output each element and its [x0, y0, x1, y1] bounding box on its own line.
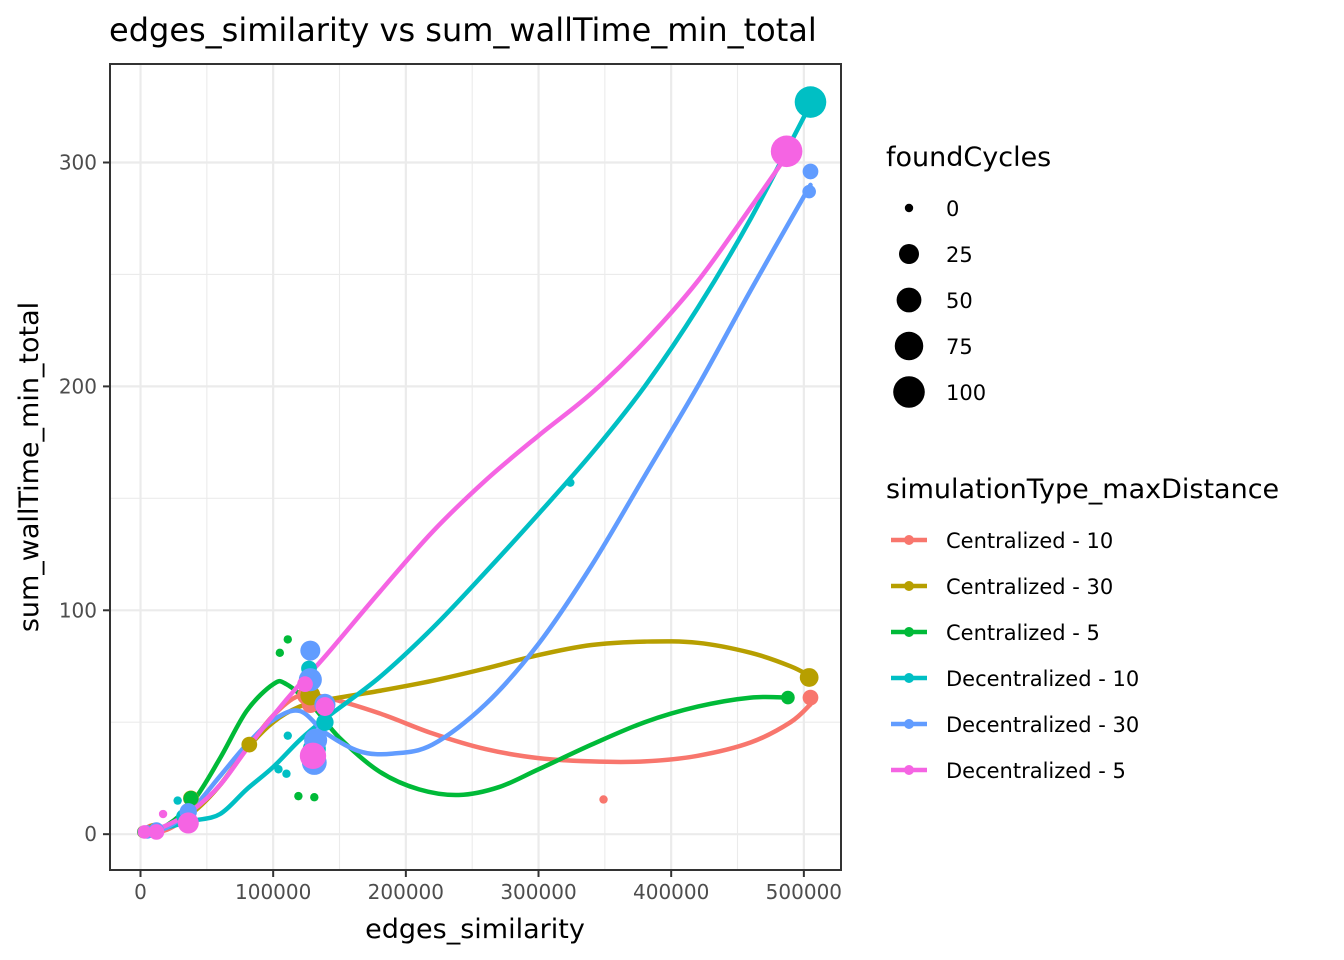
size-legend-label: 75: [946, 335, 973, 359]
size-legend-key: [893, 376, 925, 408]
color-legend-label: Centralized - 10: [946, 529, 1113, 553]
point-centralized-5: [275, 648, 285, 658]
smooth-line-decentralized-30: [138, 182, 813, 837]
point-decentralized-10: [173, 796, 182, 805]
point-centralized-10: [599, 795, 608, 804]
point-decentralized-10: [316, 713, 334, 731]
smooth-line-decentralized-10: [138, 102, 813, 837]
size-legend-key: [896, 287, 922, 313]
plot-panel: [109, 63, 842, 871]
data-points: [136, 86, 827, 840]
y-tick-label: 0: [84, 822, 97, 846]
point-centralized-30: [241, 736, 258, 753]
grid: [110, 64, 841, 870]
x-tick-label: 0: [134, 880, 147, 904]
smooth-line-centralized-5: [138, 678, 791, 837]
size-legend-label: 100: [946, 381, 986, 405]
x-tick-label: 300000: [500, 880, 576, 904]
color-legend-title: simulationType_maxDistance: [886, 474, 1279, 505]
point-decentralized-10: [274, 765, 283, 774]
point-centralized-10: [802, 689, 819, 706]
size-legend-label: 50: [946, 289, 973, 313]
color-legend-dot: [904, 581, 914, 591]
point-decentralized-30: [802, 184, 816, 199]
size-legend-label: 25: [946, 243, 973, 267]
x-axis-title: edges_similarity: [365, 914, 585, 945]
color-legend-label: Decentralized - 30: [946, 713, 1139, 737]
x-tick-label: 500000: [766, 880, 842, 904]
size-legend: foundCycles 0 25 50 75 100: [886, 142, 1051, 408]
color-legend-dot: [904, 765, 914, 775]
point-decentralized-10: [794, 86, 827, 118]
point-decentralized-5: [297, 676, 313, 693]
size-legend-key: [904, 203, 914, 213]
point-decentralized-5: [137, 825, 152, 839]
point-decentralized-5: [158, 809, 168, 819]
size-legend-key: [899, 244, 919, 264]
color-legend-label: Centralized - 5: [946, 621, 1100, 645]
point-centralized-5: [781, 690, 795, 705]
point-decentralized-10: [282, 769, 291, 778]
size-legend-label: 0: [946, 197, 959, 221]
y-axis-title: sum_wallTime_min_total: [14, 302, 45, 632]
point-decentralized-5: [148, 824, 165, 840]
point-decentralized-5: [299, 742, 327, 770]
point-decentralized-10: [283, 731, 292, 740]
color-legend-label: Centralized - 30: [946, 575, 1113, 599]
y-tick-label: 200: [59, 374, 97, 398]
color-legend-dot: [904, 673, 914, 683]
smooth-line-decentralized-5: [138, 153, 789, 837]
plot-border: [109, 63, 842, 871]
x-tick-label: 400000: [633, 880, 709, 904]
color-legend: simulationType_maxDistance Centralized -…: [886, 474, 1279, 783]
point-decentralized-5: [770, 135, 803, 168]
point-decentralized-30: [802, 163, 819, 180]
y-tick-label: 300: [59, 151, 97, 175]
point-decentralized-30: [300, 640, 321, 661]
point-centralized-5: [294, 791, 303, 801]
point-decentralized-5: [315, 697, 335, 716]
point-centralized-5: [283, 635, 292, 644]
x-axis: 0 100000 200000 300000 400000 500000: [134, 870, 842, 904]
size-legend-key: [894, 331, 924, 361]
y-tick-label: 100: [59, 598, 97, 622]
y-axis: 0 100 200 300: [59, 151, 110, 846]
x-tick-label: 200000: [368, 880, 444, 904]
color-legend-dot: [904, 535, 914, 545]
color-legend-label: Decentralized - 10: [946, 667, 1139, 691]
point-decentralized-5: [177, 812, 199, 834]
point-centralized-5: [310, 793, 319, 802]
point-centralized-30: [799, 668, 819, 687]
color-legend-label: Decentralized - 5: [946, 759, 1126, 783]
color-legend-dot: [904, 719, 914, 729]
size-legend-title: foundCycles: [886, 142, 1051, 173]
point-decentralized-10: [566, 478, 575, 487]
smooth-curves: [138, 102, 813, 837]
point-centralized-5: [183, 790, 199, 806]
chart-title: edges_similarity vs sum_wallTime_min_tot…: [109, 11, 817, 49]
x-tick-label: 100000: [235, 880, 311, 904]
color-legend-dot: [904, 627, 914, 637]
